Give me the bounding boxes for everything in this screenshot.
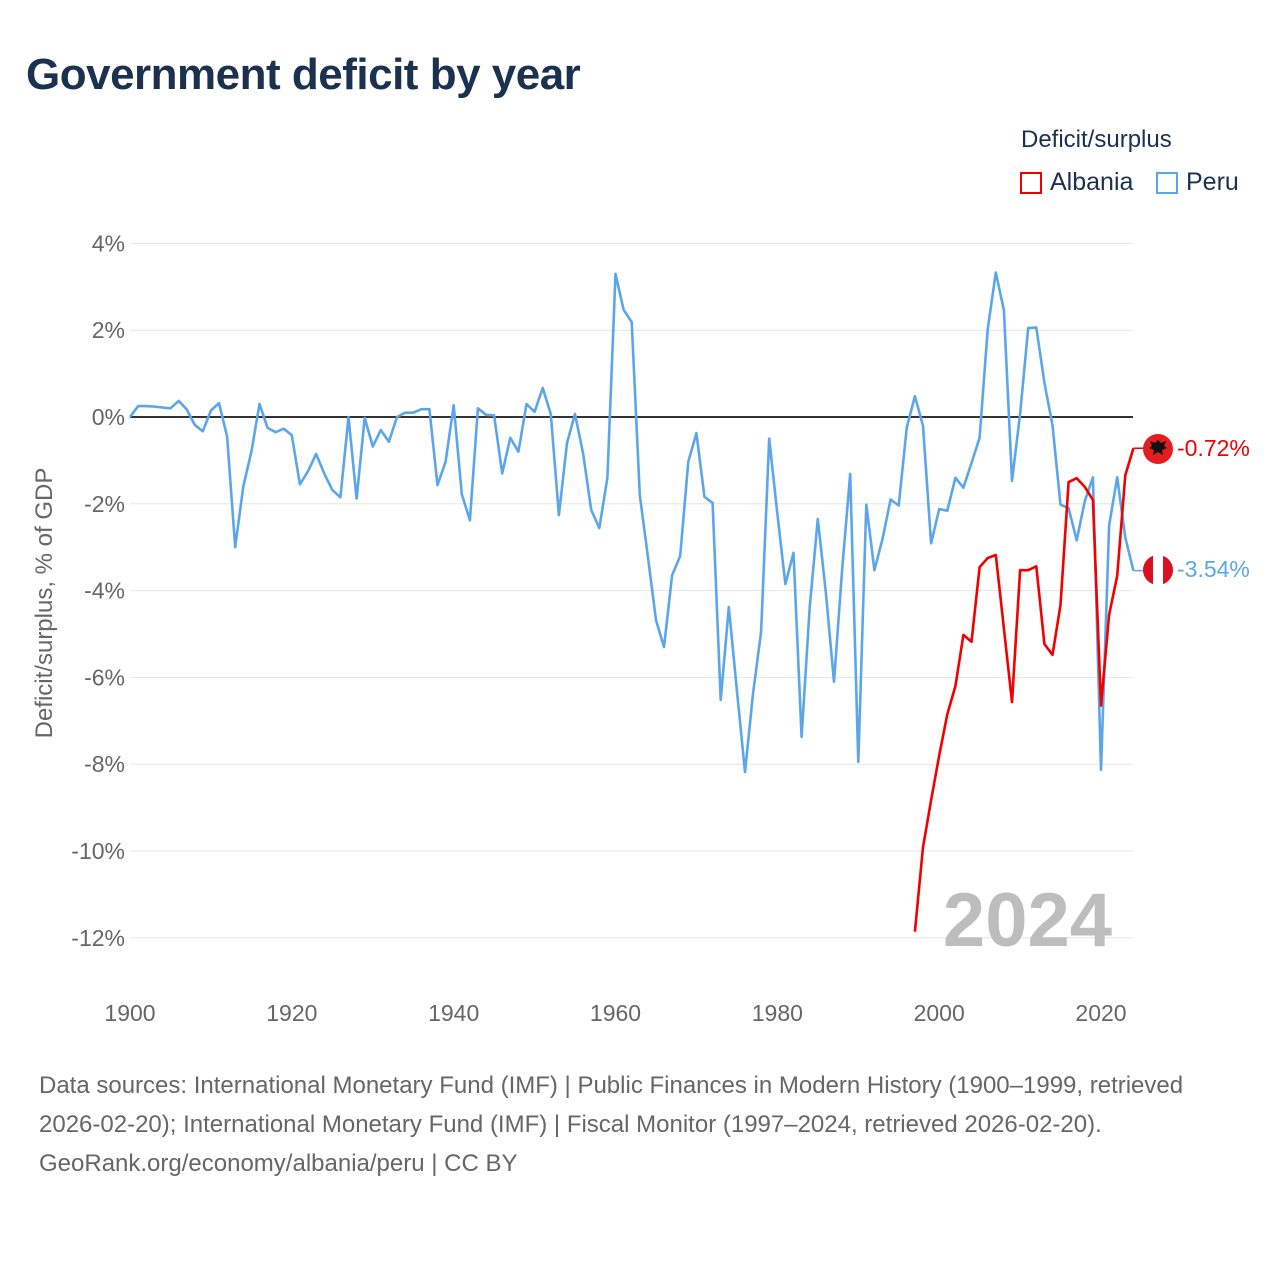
y-tick-label: -6%: [84, 664, 125, 690]
y-tick-label: -8%: [84, 751, 125, 777]
year-watermark: 2024: [943, 878, 1112, 963]
data-sources: Data sources: International Monetary Fun…: [39, 1072, 1184, 1138]
legend-label: Albania: [1050, 168, 1134, 196]
y-axis-label: Deficit/surplus, % of GDP: [31, 468, 58, 739]
x-tick-label: 2000: [914, 1000, 965, 1026]
series-line-albania: [913, 447, 1135, 932]
x-tick-label: 1900: [104, 1000, 155, 1026]
legend-title: Deficit/surplus: [1021, 126, 1172, 153]
x-tick-label: 1960: [590, 1000, 641, 1026]
credit-link[interactable]: GeoRank.org/economy/albania/peru | CC BY: [39, 1150, 518, 1177]
x-tick-label: 2020: [1075, 1000, 1126, 1026]
footer: Data sources: International Monetary Fun…: [39, 1066, 1239, 1183]
series-line-peru: [128, 271, 1135, 774]
y-tick-label: -2%: [84, 491, 125, 517]
y-tick-label: 0%: [92, 404, 125, 430]
y-tick-label: 4%: [92, 230, 125, 256]
y-tick-label: -4%: [84, 578, 125, 604]
legend-label: Peru: [1186, 168, 1239, 196]
legend-swatch-peru: [1156, 171, 1178, 194]
y-tick-label: -10%: [71, 838, 125, 864]
x-tick-label: 1980: [752, 1000, 803, 1026]
legend-item-albania[interactable]: Albania: [1020, 168, 1133, 197]
y-tick-label: -12%: [71, 925, 125, 951]
peru-end-label: -3.54%: [1177, 556, 1250, 582]
albania-end-label: -0.72%: [1177, 435, 1250, 461]
x-tick-label: 1940: [428, 1000, 479, 1026]
chart-title: Government deficit by year: [26, 50, 581, 99]
peru-flag-icon: [1143, 555, 1173, 585]
albania-flag-icon: [1143, 434, 1173, 464]
legend-swatch-albania: [1020, 171, 1042, 194]
legend-item-peru[interactable]: Peru: [1156, 168, 1239, 197]
x-tick-label: 1920: [266, 1000, 317, 1026]
y-tick-label: 2%: [92, 317, 125, 343]
